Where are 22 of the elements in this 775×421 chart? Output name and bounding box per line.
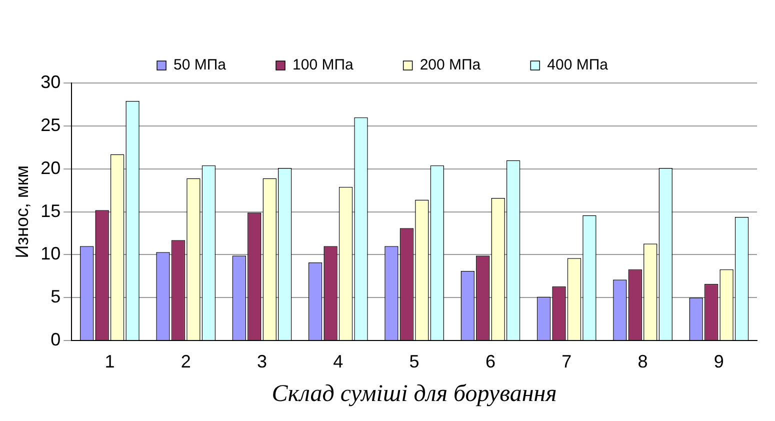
legend-label: 400 МПа: [547, 56, 609, 74]
x-tick-label: 3: [256, 351, 268, 372]
y-tick-label: 25: [40, 114, 61, 135]
y-tick-label: 0: [50, 330, 61, 350]
y-tick-label: 5: [50, 286, 61, 307]
x-tick-label: 6: [485, 351, 496, 372]
x-tick-label: 5: [409, 351, 420, 372]
x-tick-label: 7: [562, 351, 572, 372]
x-tick-label: 1: [104, 351, 115, 372]
legend-label: 100 МПа: [292, 56, 354, 74]
y-tick-label: 30: [40, 72, 61, 92]
x-tick-label: 9: [714, 351, 724, 372]
x-tick-label: 8: [638, 351, 648, 372]
x-tick-label: 4: [333, 351, 344, 372]
legend-label: 200 МПа: [420, 56, 482, 74]
y-axis-title: Износ, мкм: [12, 165, 32, 258]
x-tick-label: 2: [180, 351, 191, 372]
y-tick-label: 15: [40, 200, 61, 221]
y-tick-label: 10: [40, 244, 61, 264]
legend-label: 50 МПа: [174, 56, 227, 74]
x-axis-title: Склад суміші для борування: [272, 380, 557, 407]
y-tick-label: 20: [40, 158, 61, 178]
